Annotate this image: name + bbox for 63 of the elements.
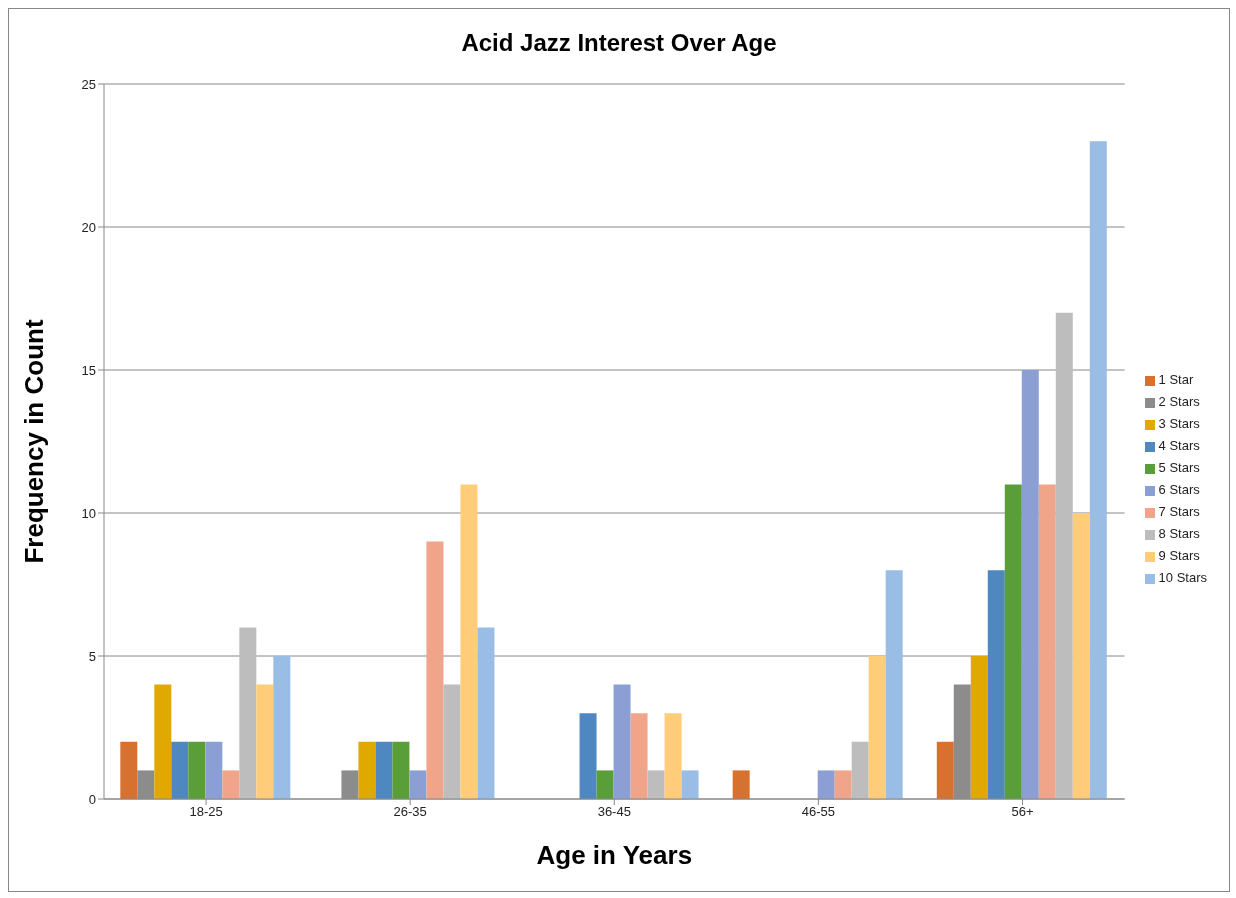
x-tick-label: 36-45 [597, 804, 631, 820]
bar [222, 770, 240, 799]
legend-label: 4 Stars [1158, 438, 1200, 453]
bar [358, 741, 376, 799]
y-tick-label: 5 [88, 648, 96, 664]
y-tick-label: 10 [81, 505, 96, 521]
bar [256, 684, 274, 799]
legend-label: 6 Stars [1158, 482, 1200, 497]
x-axis-title: Age in Years [536, 840, 693, 870]
bar [171, 741, 189, 799]
bar [460, 484, 478, 799]
bar [1072, 513, 1090, 799]
bar [851, 741, 869, 799]
legend-label: 8 Stars [1158, 526, 1200, 541]
bar [205, 741, 223, 799]
bar [630, 713, 648, 799]
bar [868, 656, 886, 799]
bar [392, 741, 410, 799]
bar [1055, 312, 1073, 799]
bar [970, 656, 988, 799]
legend-label: 2 Stars [1158, 394, 1200, 409]
y-tick-label: 25 [81, 76, 96, 92]
bar [647, 770, 665, 799]
x-tick-label: 46-55 [801, 804, 836, 820]
bar [885, 570, 903, 799]
legend-label: 5 Stars [1158, 460, 1200, 475]
bar [936, 741, 954, 799]
bar [188, 741, 206, 799]
legend-label: 7 Stars [1158, 504, 1200, 519]
legend-label: 10 Stars [1158, 570, 1207, 585]
bar [409, 770, 427, 799]
bar [987, 570, 1005, 799]
bar [1038, 484, 1056, 799]
bar [443, 684, 461, 799]
bar [477, 627, 495, 799]
bar [664, 713, 682, 799]
bar [817, 770, 835, 799]
bar [375, 741, 393, 799]
bar [1021, 370, 1039, 799]
bar [732, 770, 750, 799]
bar [120, 741, 138, 799]
bar [596, 770, 614, 799]
bar [681, 770, 699, 799]
x-tick-label: 56+ [1011, 804, 1034, 820]
bar [579, 713, 597, 799]
bar [613, 684, 631, 799]
y-tick-label: 20 [81, 219, 96, 235]
x-tick-label: 18-25 [189, 804, 223, 820]
y-tick-label: 0 [88, 791, 96, 807]
y-tick-label: 15 [81, 362, 96, 378]
bar [273, 656, 291, 799]
legend-label: 9 Stars [1158, 548, 1200, 563]
legend-label: 1 Star [1158, 372, 1194, 387]
y-axis-title: Frequency in Count [19, 319, 50, 564]
bar [154, 684, 172, 799]
legend-label: 3 Stars [1158, 416, 1200, 431]
bar [834, 770, 852, 799]
x-tick-label: 26-35 [393, 804, 427, 820]
bar [1089, 141, 1107, 799]
bar [1004, 484, 1022, 799]
bar [239, 627, 257, 799]
chart-title: Acid Jazz Interest Over Age [460, 28, 778, 58]
bar [426, 541, 444, 799]
